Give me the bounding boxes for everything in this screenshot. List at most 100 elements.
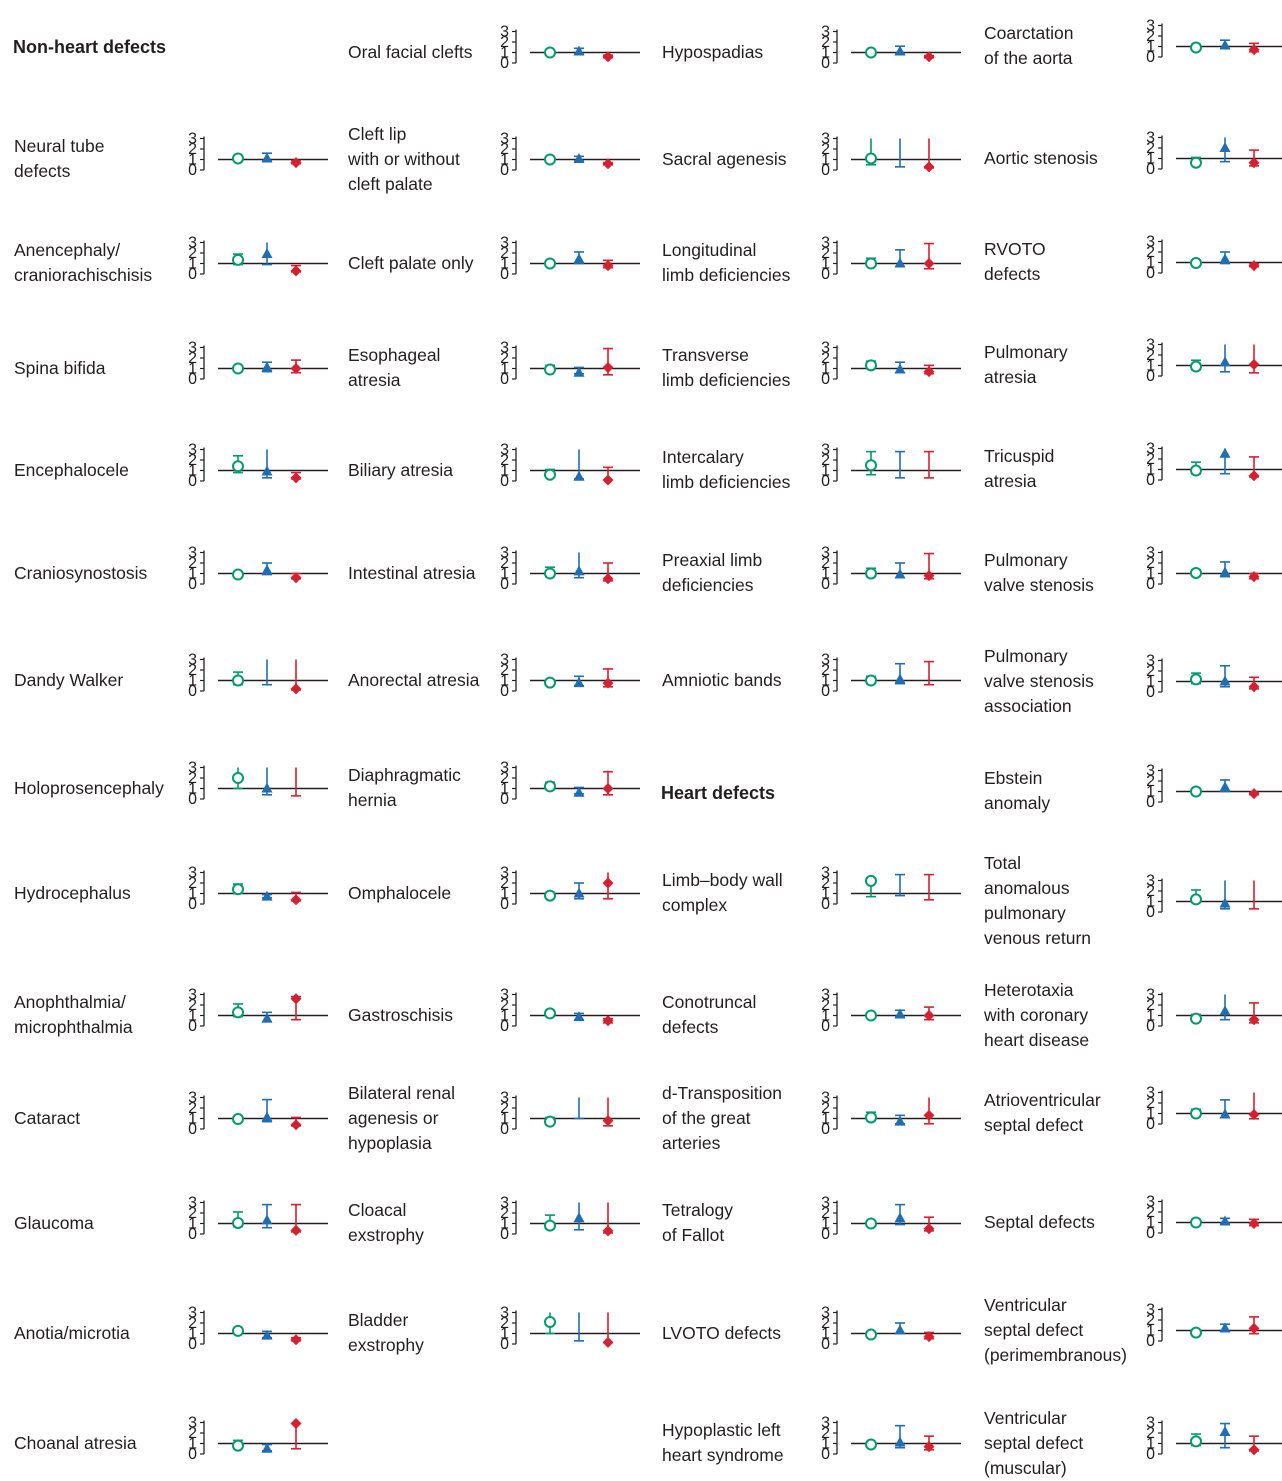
defect-label: Septal defects	[984, 1210, 1095, 1235]
estimate-circle	[865, 151, 877, 164]
y-tick-label: 3	[188, 759, 197, 776]
y-tick-label: 2	[500, 1100, 509, 1117]
defect-label-line: microphthalmia	[14, 1017, 133, 1037]
estimate-diamond	[290, 264, 302, 276]
estimate-circle	[865, 1328, 877, 1341]
y-tick-label: 2	[821, 555, 830, 572]
y-tick-label: 2	[1146, 1204, 1155, 1221]
y-tick-label: 2	[1146, 773, 1155, 790]
defect-label: Amniotic bands	[662, 668, 782, 693]
estimate-diamond	[602, 1014, 614, 1026]
defect-label-line: pulmonary	[984, 903, 1066, 923]
y-tick-label: 0	[821, 576, 830, 593]
estimate-circle	[544, 1115, 556, 1128]
estimate-circle	[1190, 672, 1202, 685]
defect-label: Anencephaly/craniorachischisis	[14, 238, 152, 288]
defect-label-line: exstrophy	[348, 1335, 424, 1355]
y-tick-label: 2	[188, 875, 197, 892]
estimate-circle	[544, 46, 556, 58]
defect-label: Omphalocele	[348, 881, 451, 906]
y-tick-label: 0	[500, 1018, 509, 1035]
estimate-circle	[544, 153, 556, 165]
y-tick-label: 1	[821, 462, 830, 479]
estimate-circle	[865, 257, 877, 269]
y-tick-label: 0	[1146, 1116, 1155, 1133]
y-tick-label: 3	[1146, 652, 1155, 669]
defect-label-line: Anotia/microtia	[14, 1322, 130, 1343]
y-tick-label: 3	[821, 1194, 830, 1211]
defect-label-line: atresia	[984, 471, 1037, 491]
y-tick-label: 2	[188, 1425, 197, 1442]
defect-label: Dandy Walker	[14, 668, 123, 693]
y-tick-label: 3	[500, 544, 509, 561]
estimate-triangle	[573, 676, 585, 687]
defect-label-line: Hypospadias	[662, 41, 764, 62]
y-tick-label: 1	[500, 360, 509, 377]
y-tick-label: 3	[188, 339, 197, 356]
y-tick-label: 0	[500, 791, 509, 808]
estimate-circle	[1190, 566, 1202, 579]
y-tick-label: 0	[821, 55, 830, 72]
defect-label-line: Bilateral renal	[348, 1082, 455, 1103]
y-tick-label: 3	[821, 1089, 830, 1106]
defect-label-line: Cleft lip	[348, 123, 407, 144]
estimate-diamond	[923, 50, 935, 62]
estimate-triangle	[1219, 1425, 1231, 1436]
y-tick-label: 0	[1146, 472, 1155, 489]
defect-label: Total anomalous pulmonary venous return	[984, 851, 1091, 951]
defect-label-line: Intercalary	[662, 447, 744, 467]
y-tick-label: 2	[1146, 663, 1155, 680]
defect-label-line: Diaphragmatic	[348, 765, 461, 785]
defect-label: Encephalocele	[14, 458, 129, 483]
y-tick-label: 1	[1146, 893, 1155, 910]
defect-label-line: atresia	[984, 367, 1037, 387]
defect-label-line: Hydrocephalus	[14, 882, 131, 903]
estimate-diamond	[923, 257, 935, 269]
defect-label-line: Neural tube	[14, 136, 105, 156]
defect-label-line: defects	[662, 1017, 719, 1037]
estimate-triangle	[261, 1213, 273, 1224]
y-tick-label: 1	[500, 672, 509, 689]
estimate-circle	[865, 1009, 877, 1021]
defect-label-line: Intestinal atresia	[348, 562, 476, 583]
defect-label-line: exstrophy	[348, 1225, 424, 1245]
estimate-triangle	[1219, 1321, 1231, 1332]
estimate-circle	[232, 882, 244, 895]
defect-label: LVOTO defects	[662, 1321, 781, 1346]
y-tick-label: 1	[821, 1325, 830, 1342]
defect-label: Aortic stenosis	[984, 146, 1098, 171]
y-tick-label: 3	[1146, 336, 1155, 353]
estimate-circle	[544, 468, 556, 481]
y-tick-label: 2	[821, 452, 830, 469]
y-tick-label: 0	[821, 1121, 830, 1138]
defect-label-line: Anophthalmia/	[14, 992, 126, 1012]
y-tick-label: 0	[500, 1336, 509, 1353]
defect-label: Intestinal atresia	[348, 561, 475, 586]
estimate-diamond	[602, 572, 614, 584]
y-tick-label: 0	[188, 371, 197, 388]
estimate-diamond	[602, 157, 614, 169]
y-tick-label: 2	[1146, 1425, 1155, 1442]
estimate-circle	[544, 889, 556, 902]
y-tick-label: 3	[188, 1089, 197, 1106]
estimate-triangle	[1219, 1214, 1231, 1225]
y-tick-label: 3	[1146, 440, 1155, 457]
defect-label: Anophthalmia/microphthalmia	[14, 990, 133, 1040]
estimate-triangle	[894, 672, 906, 683]
estimate-diamond	[1248, 787, 1260, 799]
defect-label-line: Encephalocele	[14, 459, 129, 480]
y-tick-label: 2	[500, 875, 509, 892]
estimate-diamond	[1248, 680, 1260, 692]
